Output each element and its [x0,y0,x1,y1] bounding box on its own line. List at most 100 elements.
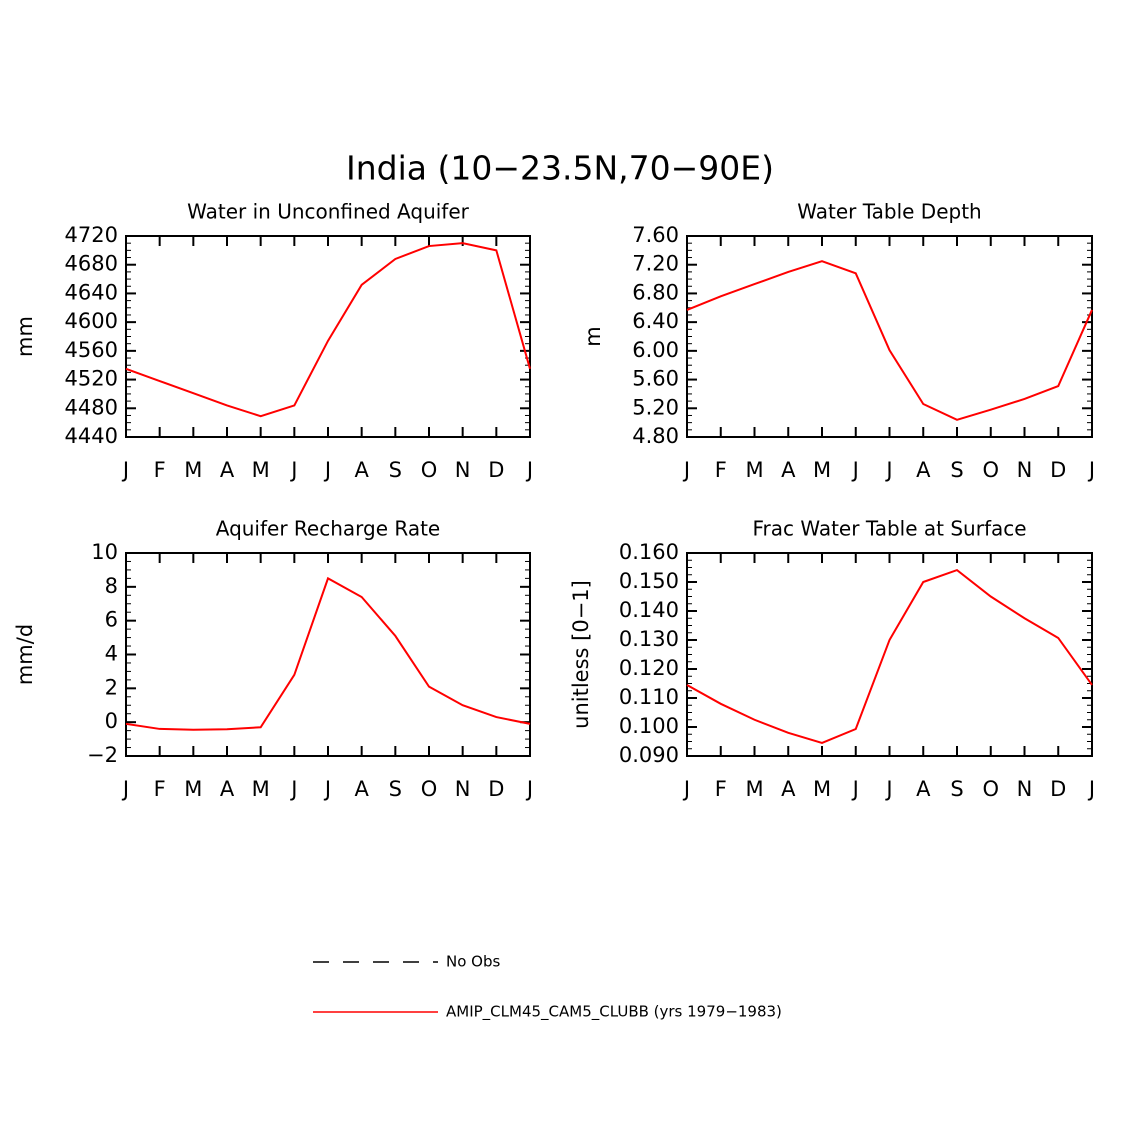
x-tick-label: J [884,458,892,482]
x-tick-label: J [1087,458,1095,482]
y-tick-label: 0.110 [619,685,679,709]
y-tick-label: 6.80 [632,280,679,304]
x-tick-label: J [323,777,331,801]
plot-frame [125,235,531,438]
x-tick-label: A [220,777,235,801]
x-tick-label: J [289,458,297,482]
subplot-title: Aquifer Recharge Rate [216,517,441,541]
x-tick-label: M [745,777,763,801]
plot-frame [686,552,1093,757]
y-tick-label: 4480 [65,395,118,419]
y-tick-label: 4560 [65,338,118,362]
y-tick-label: 0.150 [619,569,679,593]
y-tick-label: 5.60 [632,367,679,391]
plot-frame [686,235,1093,438]
y-tick-label: 6.00 [632,338,679,362]
y-tick-label: 5.20 [632,395,679,419]
x-tick-label: N [1017,458,1033,482]
x-tick-label: A [916,777,931,801]
data-line [686,568,1093,745]
y-tick-label: 0.160 [619,540,679,564]
x-tick-label: A [220,458,235,482]
x-tick-label: O [421,458,438,482]
x-tick-label: J [289,777,297,801]
x-tick-label: M [813,777,831,801]
y-tick-label: 4440 [65,424,118,448]
subplot-title: Water Table Depth [797,200,981,224]
x-tick-label: M [252,458,270,482]
y-tick-label: 6.40 [632,309,679,333]
y-tick-label: 4 [105,642,118,666]
y-tick-label: 4.80 [632,424,679,448]
x-tick-label: J [121,458,129,482]
x-tick-label: S [389,777,402,801]
subplot-title: Frac Water Table at Surface [752,517,1026,541]
x-tick-label: A [781,777,796,801]
x-tick-label: A [916,458,931,482]
legend-label: AMIP_CLM45_CAM5_CLUBB (yrs 1979−1983) [446,1003,782,1022]
y-axis-label: m [581,326,605,346]
x-tick-label: S [389,458,402,482]
y-tick-label: 0.090 [619,743,679,767]
y-axis-label: mm/d [13,624,37,685]
x-tick-label: J [682,458,690,482]
x-tick-label: D [488,458,504,482]
y-tick-label: 4520 [65,367,118,391]
x-tick-label: O [982,458,999,482]
x-tick-label: F [154,777,166,801]
x-tick-label: M [184,777,202,801]
x-tick-label: J [682,777,690,801]
x-tick-label: F [715,458,727,482]
x-tick-label: S [950,458,963,482]
x-tick-label: A [781,458,796,482]
figure-title: India (10−23.5N,70−90E) [346,149,774,188]
y-tick-label: 7.60 [632,223,679,247]
x-tick-label: J [525,458,533,482]
legend-label: No Obs [446,953,500,971]
y-axis-label: unitless [0−1] [569,580,593,729]
x-tick-label: J [121,777,129,801]
x-tick-label: M [252,777,270,801]
x-tick-label: J [884,777,892,801]
y-tick-label: 4600 [65,309,118,333]
y-axis-label: mm [13,316,37,357]
x-tick-label: M [813,458,831,482]
data-line [686,260,1093,421]
x-tick-label: N [455,777,471,801]
y-tick-label: −2 [87,743,118,767]
data-line [125,242,531,418]
subplot-title: Water in Unconfined Aquifer [187,200,470,224]
x-tick-label: D [1050,777,1066,801]
x-tick-label: J [525,777,533,801]
y-tick-label: 4720 [65,223,118,247]
x-tick-label: J [1087,777,1095,801]
y-tick-label: 8 [105,574,118,598]
x-tick-label: J [851,777,859,801]
y-tick-label: 0.100 [619,714,679,738]
x-tick-label: O [421,777,438,801]
y-tick-label: 7.20 [632,252,679,276]
x-tick-label: J [851,458,859,482]
x-tick-label: O [982,777,999,801]
x-tick-label: A [354,777,369,801]
y-tick-label: 0 [105,709,118,733]
x-tick-label: F [154,458,166,482]
plot-frame [125,552,531,757]
y-tick-label: 0.130 [619,627,679,651]
x-tick-label: D [1050,458,1066,482]
y-tick-label: 10 [91,540,118,564]
x-tick-label: N [455,458,471,482]
y-tick-label: 4680 [65,252,118,276]
y-tick-label: 6 [105,608,118,632]
x-tick-label: F [715,777,727,801]
x-tick-label: M [184,458,202,482]
y-tick-label: 0.120 [619,656,679,680]
y-tick-label: 0.140 [619,598,679,622]
x-tick-label: D [488,777,504,801]
x-tick-label: A [354,458,369,482]
x-tick-label: J [323,458,331,482]
x-tick-label: S [950,777,963,801]
y-tick-label: 2 [105,675,118,699]
data-line [125,576,531,731]
